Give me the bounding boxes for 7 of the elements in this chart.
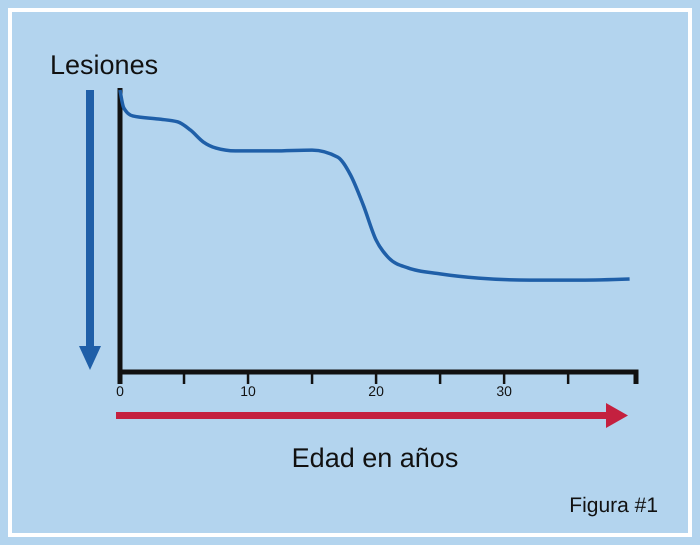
x-tick-label: 20 xyxy=(368,382,384,399)
x-axis-title: Edad en años xyxy=(292,443,458,473)
x-tick-label: 30 xyxy=(496,382,512,399)
text: Figura #1 xyxy=(569,494,658,517)
x-tick-label: 10 xyxy=(240,382,256,399)
y-axis-title: Lesiones xyxy=(50,50,158,80)
x-tick-label: 0 xyxy=(116,382,124,399)
